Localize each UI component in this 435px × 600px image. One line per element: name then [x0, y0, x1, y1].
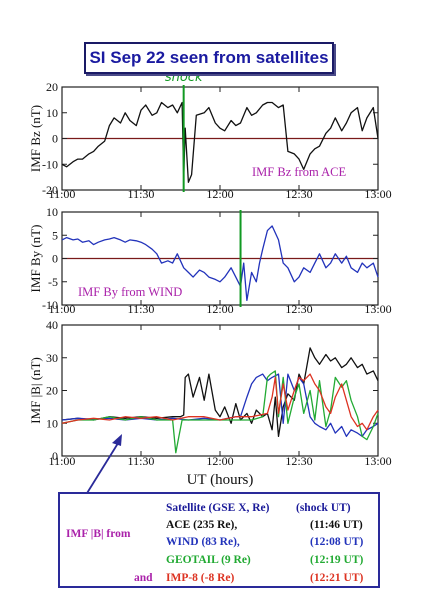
panel-3-series-imp8 — [61, 373, 379, 431]
panel-1-xtick-label: 13:00 — [364, 187, 391, 201]
legend: Satellite (GSE X, Re) (shock UT) IMF |B|… — [58, 492, 380, 588]
panel-3-ytick-label: 10 — [46, 416, 58, 430]
panel-1-ytick-label: 10 — [46, 106, 58, 120]
panel-3-series-ace — [61, 347, 379, 438]
legend-and: and — [134, 572, 153, 584]
panel-2-annotation: IMF By from WIND — [78, 285, 182, 299]
panel-3-ytick-label: 20 — [46, 384, 58, 398]
panel-2-ytick-label: 5 — [52, 228, 58, 242]
panel-3-xtick-label: 12:30 — [285, 454, 312, 468]
legend-arrow-head — [112, 434, 122, 446]
panel-1-xtick-label: 12:30 — [285, 187, 312, 201]
panel-3-ytick-label: 0 — [52, 449, 58, 463]
panel-3-frame — [61, 324, 379, 457]
panel-1-ylabel: IMF Bz (nT) — [28, 105, 43, 172]
panel-3-xtick-label: 13:00 — [364, 454, 391, 468]
legend-prefix: IMF |B| from — [66, 528, 131, 540]
legend-row-imp8-name: IMP-8 (-8 Re) — [166, 572, 235, 584]
legend-row-geotail-name: GEOTAIL (9 Re) — [166, 554, 251, 566]
panel-2-series-wind — [61, 225, 379, 302]
panel-3-xtick-label: 12:00 — [206, 454, 233, 468]
panel-1-annotation: IMF Bz from ACE — [252, 165, 346, 179]
panel-1-series-ace — [61, 101, 379, 183]
panel-2-xtick-label: 12:00 — [206, 302, 233, 316]
panel-2-xtick-label: 12:30 — [285, 302, 312, 316]
panel-1-xtick-label: 12:00 — [206, 187, 233, 201]
legend-row-wind-name: WIND (83 Re), — [166, 536, 240, 548]
legend-header-satellite: Satellite (GSE X, Re) — [166, 502, 270, 514]
legend-row-geotail-time: (12:19 UT) — [310, 554, 364, 566]
panel-1-ytick-label: 20 — [46, 80, 58, 94]
panel-2-xtick-label: 11:00 — [49, 302, 76, 316]
panel-2-ylabel: IMF By (nT) — [28, 225, 43, 293]
legend-row-imp8-time: (12:21 UT) — [310, 572, 364, 584]
panel-2-ytick-label: -10 — [42, 298, 58, 312]
panel-1-ytick-label: -20 — [42, 183, 58, 197]
figure-title: SI Sep 22 seen from satellites — [84, 42, 334, 74]
panel-2-ytick-label: 10 — [46, 205, 58, 219]
panel-2-ytick-label: -5 — [48, 275, 58, 289]
panel-3-ylabel: IMF |B| (nT) — [28, 357, 43, 424]
panel-3-ytick-label: 30 — [46, 351, 58, 365]
panel-3-series-wind — [61, 373, 379, 438]
panel-1-ytick-label: 0 — [52, 132, 58, 146]
legend-row-ace-time: (11:46 UT) — [310, 519, 363, 531]
legend-row-wind-time: (12:08 UT) — [310, 536, 364, 548]
legend-arrow-shaft — [83, 439, 121, 499]
legend-header-shock: (shock UT) — [296, 502, 351, 514]
panel-1-xtick-label: 11:30 — [128, 187, 155, 201]
panel-3-ytick-label: 40 — [46, 318, 58, 332]
panel-3-xtick-label: 11:30 — [128, 454, 155, 468]
panel-3-xtick-label: 11:00 — [49, 454, 76, 468]
panel-1-ytick-label: -10 — [42, 157, 58, 171]
panel-2-xtick-label: 11:30 — [128, 302, 155, 316]
panel-2-xtick-label: 13:00 — [364, 302, 391, 316]
legend-row-ace-name: ACE (235 Re), — [166, 519, 238, 531]
panel-2-ytick-label: 0 — [52, 252, 58, 266]
x-axis-label: UT (hours) — [187, 472, 254, 488]
panel-1-xtick-label: 11:00 — [49, 187, 76, 201]
